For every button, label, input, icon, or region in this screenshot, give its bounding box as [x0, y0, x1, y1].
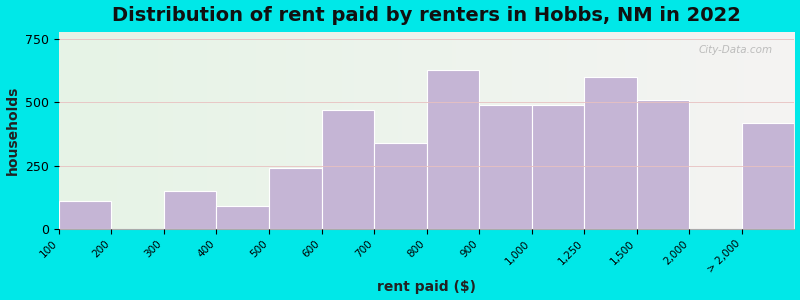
Bar — [374, 143, 426, 229]
Text: City-Data.com: City-Data.com — [698, 46, 772, 56]
Bar — [637, 100, 690, 229]
Y-axis label: households: households — [6, 85, 19, 175]
Bar — [584, 77, 637, 229]
Bar — [532, 105, 584, 229]
Bar — [322, 110, 374, 229]
Bar — [59, 201, 111, 229]
Bar — [742, 123, 794, 229]
Bar — [269, 168, 322, 229]
Bar — [479, 105, 532, 229]
Bar — [217, 206, 269, 229]
X-axis label: rent paid ($): rent paid ($) — [377, 280, 476, 294]
Bar — [426, 70, 479, 229]
Title: Distribution of rent paid by renters in Hobbs, NM in 2022: Distribution of rent paid by renters in … — [112, 6, 741, 25]
Bar — [164, 191, 217, 229]
